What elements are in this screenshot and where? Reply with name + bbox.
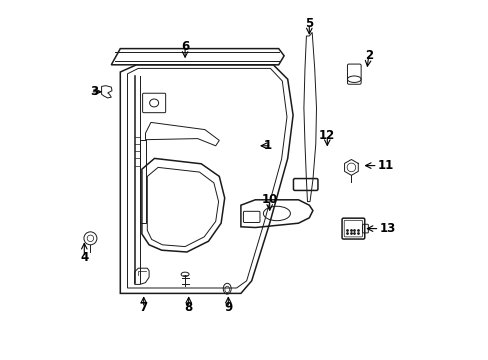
Text: 10: 10 xyxy=(261,193,277,206)
Text: 6: 6 xyxy=(181,40,189,53)
Text: 12: 12 xyxy=(319,129,335,141)
Text: 8: 8 xyxy=(184,301,192,314)
Text: 5: 5 xyxy=(305,17,313,30)
Text: 1: 1 xyxy=(263,139,271,152)
Text: 11: 11 xyxy=(377,159,393,172)
Text: 4: 4 xyxy=(80,251,88,264)
Text: 9: 9 xyxy=(224,301,232,314)
Text: 3: 3 xyxy=(90,85,99,98)
Text: 13: 13 xyxy=(379,222,395,235)
Text: 2: 2 xyxy=(364,49,372,62)
Text: 7: 7 xyxy=(140,301,147,314)
